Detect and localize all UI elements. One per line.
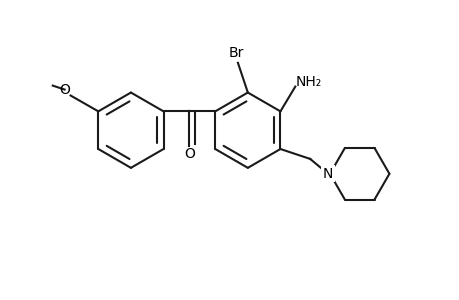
Text: N: N <box>322 167 332 181</box>
Text: NH₂: NH₂ <box>296 75 322 88</box>
Text: O: O <box>184 147 195 161</box>
Text: O: O <box>59 82 70 97</box>
Text: Br: Br <box>228 46 243 60</box>
